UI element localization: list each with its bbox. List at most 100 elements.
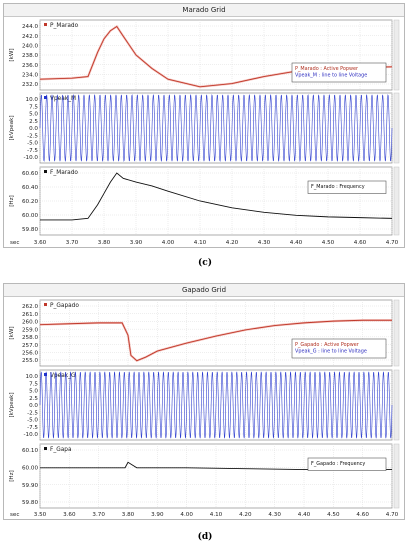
y-tick-label: 60.10: [22, 448, 38, 454]
legend-box: [291, 338, 387, 359]
x-axis-unit: sec: [10, 512, 19, 518]
gapado-grid-window: Gapado Grid 262.0 261.0 260.0 259.0 258.0 257…: [3, 283, 405, 520]
y-tick-label: -10.0: [24, 155, 39, 161]
y-tick-label: 238.0: [22, 53, 38, 59]
series-label: F_Marado: [50, 170, 78, 176]
plot-scrollbar: [393, 443, 400, 509]
x-tick-label: 3.90: [151, 512, 164, 518]
y-tick-label: 60.00: [22, 213, 38, 219]
y-tick-label: -2.5: [27, 133, 38, 139]
x-tick-label: 4.40: [298, 512, 311, 518]
y-tick-label: 59.90: [22, 483, 38, 489]
series-marker: [44, 303, 47, 306]
y-tick-label: 10.0: [26, 97, 39, 103]
y-tick-label: 2.5: [29, 396, 38, 402]
x-tick-label: 3.90: [130, 240, 143, 246]
y-tick-label: 60.60: [22, 171, 38, 177]
legend-entry: Vpeak_M : line to line Voltage: [295, 73, 367, 79]
x-tick-label: 4.70: [386, 512, 399, 518]
y-axis-unit: [kW]: [9, 48, 15, 61]
x-tick-label: 3.50: [34, 512, 47, 518]
legend-entry: Vpeak_G : line to line Voltage: [295, 349, 367, 355]
plot-scrollbar: [393, 92, 400, 164]
y-tick-label: 261.0: [22, 312, 38, 318]
y-tick-label: 257.0: [22, 343, 38, 349]
legend-entry: F_Gapado : Frequency: [311, 461, 365, 467]
series-marker: [44, 96, 47, 99]
y-tick-label: 232.0: [22, 82, 38, 88]
y-tick-label: 0.0: [29, 403, 38, 409]
x-tick-label: 4.20: [226, 240, 239, 246]
x-tick-label: 4.70: [386, 240, 399, 246]
x-tick-label: 4.30: [268, 512, 281, 518]
y-tick-label: 5.0: [29, 112, 38, 118]
y-axis-unit: [kVpeak]: [9, 392, 15, 417]
legend-entry: P_Gapado : Active Popwer: [295, 342, 360, 348]
x-tick-label: 4.20: [239, 512, 252, 518]
frequency-series-line: [40, 172, 393, 221]
window-title: Gapado Grid: [4, 284, 404, 297]
y-tick-label: 5.0: [29, 389, 38, 395]
y-tick-label: -7.5: [27, 148, 38, 154]
plot-scrollbar: [393, 19, 400, 91]
x-tick-label: 4.50: [327, 512, 340, 518]
y-tick-label: 60.20: [22, 199, 38, 205]
y-tick-label: 7.5: [29, 381, 38, 387]
y-tick-label: 256.0: [22, 350, 38, 356]
y-tick-label: 262.0: [22, 304, 38, 310]
y-tick-label: -10.0: [24, 432, 39, 438]
y-tick-label: -2.5: [27, 410, 38, 416]
x-axis-unit: sec: [10, 240, 19, 246]
y-tick-label: 240.0: [22, 44, 38, 50]
series-marker: [44, 373, 47, 376]
x-tick-label: 4.60: [356, 512, 369, 518]
figure-caption-d: (d): [197, 532, 213, 542]
voltage-series-line: [39, 94, 393, 162]
y-tick-label: 60.40: [22, 185, 38, 191]
x-tick-label: 4.40: [290, 240, 303, 246]
window-title: Marado Grid: [4, 4, 404, 17]
y-tick-label: 59.80: [22, 500, 38, 506]
legend-entry: F_Marado : Frequency: [311, 184, 365, 190]
series-marker: [44, 447, 47, 450]
x-tick-label: 4.00: [180, 512, 193, 518]
legend-box: [307, 457, 387, 471]
y-tick-label: 258.0: [22, 335, 38, 341]
y-tick-label: 236.0: [22, 63, 38, 69]
x-tick-label: 3.60: [34, 240, 47, 246]
x-tick-label: 4.10: [194, 240, 207, 246]
y-tick-label: 259.0: [22, 327, 38, 333]
y-axis-unit: [Hz]: [9, 470, 15, 482]
y-axis-unit: [kVpeak]: [9, 115, 15, 140]
legend-box: [291, 62, 387, 83]
plot-scrollbar: [393, 299, 400, 367]
y-tick-label: 2.5: [29, 119, 38, 125]
y-tick-label: 242.0: [22, 34, 38, 40]
series-label: P_Marado: [50, 23, 79, 29]
x-tick-label: 4.30: [258, 240, 271, 246]
frequency-series-line: [40, 461, 392, 471]
x-tick-label: 3.80: [98, 240, 111, 246]
x-tick-label: 4.00: [162, 240, 175, 246]
y-tick-label: 255.0: [22, 358, 38, 364]
y-tick-label: 7.5: [29, 104, 38, 110]
y-axis-unit: [Hz]: [9, 195, 15, 207]
x-tick-label: 3.60: [63, 512, 76, 518]
y-tick-label: -5.0: [27, 418, 38, 424]
figure-caption-c: (c): [198, 258, 212, 268]
voltage-series-line: [39, 371, 393, 439]
y-tick-label: 244.0: [22, 24, 38, 30]
y-tick-label: 10.0: [26, 374, 39, 380]
series-marker: [44, 170, 47, 173]
series-label: P_Gapado: [50, 303, 79, 309]
y-tick-label: 0.0: [29, 126, 38, 132]
y-tick-label: 59.80: [22, 227, 38, 233]
x-tick-label: 3.70: [92, 512, 105, 518]
series-marker: [44, 23, 47, 26]
legend-box: [307, 180, 387, 194]
x-tick-label: 4.60: [354, 240, 367, 246]
y-tick-label: -5.0: [27, 141, 38, 147]
y-tick-label: 260.0: [22, 320, 38, 326]
plot-scrollbar: [393, 166, 400, 236]
